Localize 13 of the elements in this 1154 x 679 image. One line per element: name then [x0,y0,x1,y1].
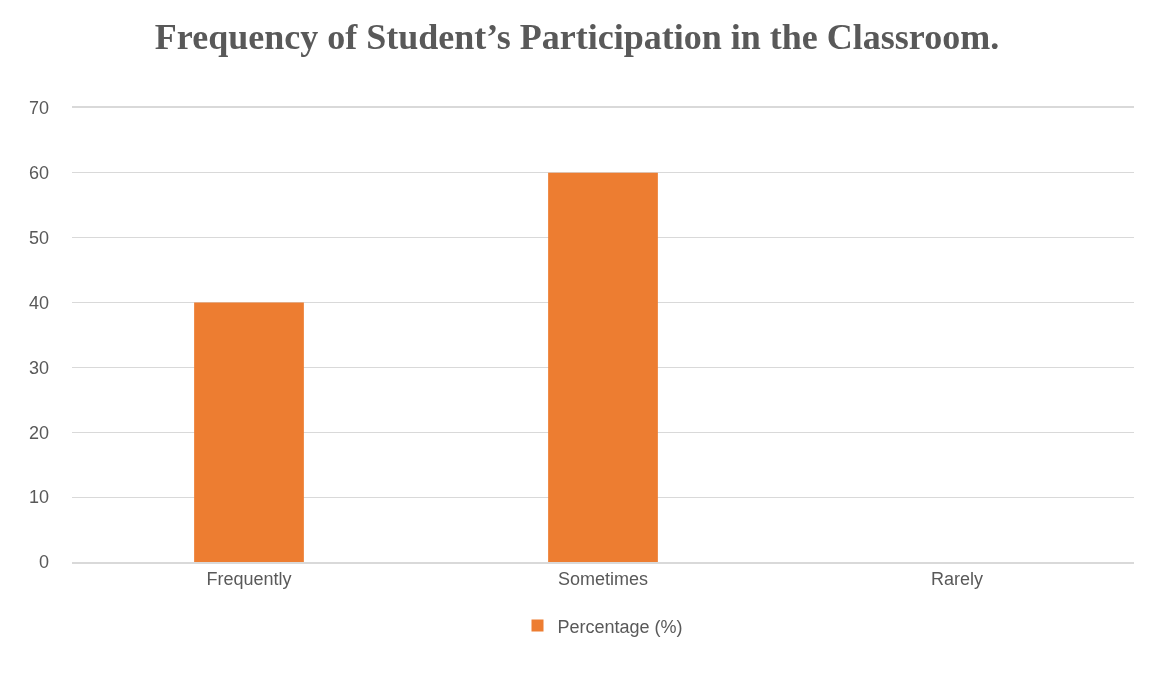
y-tick-label: 20 [28,422,49,443]
legend-label: Percentage (%) [557,616,683,637]
y-tick-label: 60 [28,163,49,184]
y-tick-label: 30 [28,357,49,378]
y-tick-label: 70 [28,98,49,119]
x-tick-label: Sometimes [557,569,649,590]
y-tick-label: 0 [38,552,49,573]
chart-title: Frequency of Student’s Participation in the Classroom. [154,16,1000,57]
y-tick-label: 10 [28,487,49,508]
x-tick-label: Rarely [930,569,984,590]
y-tick-label: 50 [28,228,49,249]
y-tick-label: 40 [28,292,49,313]
x-tick-label: Frequently [206,569,292,590]
